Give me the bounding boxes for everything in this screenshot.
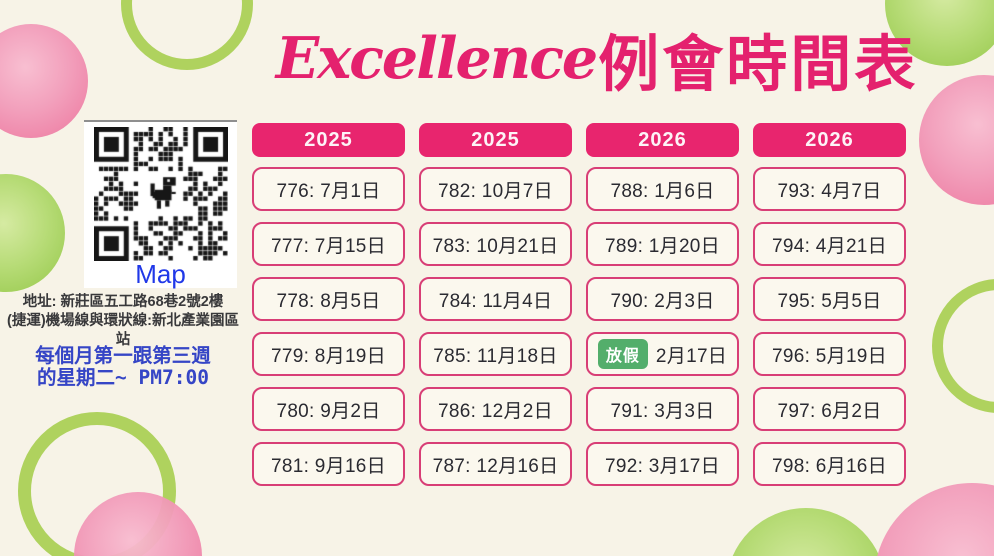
schedule-cell: 788: 1月6日	[586, 167, 739, 211]
note-line-2: 的星期二~ PM7:00	[37, 366, 209, 389]
schedule-cell: 795: 5月5日	[753, 277, 906, 321]
qr-code	[93, 127, 228, 261]
schedule-cell: 791: 3月3日	[586, 387, 739, 431]
watercolor-green-blob-left	[0, 174, 65, 292]
schedule-cell-holiday: 放假 2月17日	[586, 332, 739, 376]
holiday-badge: 放假	[597, 339, 648, 369]
schedule-cell: 790: 2月3日	[586, 277, 739, 321]
page-title: Excellence 例會時間表	[240, 8, 954, 108]
schedule-cell: 780: 9月2日	[252, 387, 405, 431]
schedule-grid: 2025 776: 7月1日 777: 7月15日 778: 8月5日 779:…	[252, 123, 906, 486]
address-block: 地址: 新莊區五工路68巷2號2樓 (捷運)機場線與環狀線:新北產業園區站	[0, 293, 246, 350]
holiday-date: 2月17日	[655, 345, 728, 367]
schedule-cell: 786: 12月2日	[419, 387, 572, 431]
year-header: 2026	[753, 123, 906, 157]
watercolor-green-blob-bottom	[726, 508, 886, 556]
address-line-2: (捷運)機場線與環狀線:新北產業園區站	[7, 313, 239, 348]
watercolor-pink-blob-bottom-left	[74, 492, 202, 556]
schedule-cell: 793: 4月7日	[753, 167, 906, 211]
watercolor-pink-blob-top-left	[0, 24, 88, 138]
meeting-time-note: 每個月第一跟第三週 的星期二~ PM7:00	[6, 345, 240, 389]
schedule-column-2: 2025 782: 10月7日 783: 10月21日 784: 11月4日 7…	[419, 123, 572, 486]
schedule-cell: 794: 4月21日	[753, 222, 906, 266]
schedule-cell: 798: 6月16日	[753, 442, 906, 486]
note-line-1: 每個月第一跟第三週	[35, 344, 211, 367]
schedule-column-3: 2026 788: 1月6日 789: 1月20日 790: 2月3日 放假 2…	[586, 123, 739, 486]
watercolor-green-ring-bottom-left	[18, 412, 176, 556]
schedule-cell: 797: 6月2日	[753, 387, 906, 431]
year-header: 2025	[419, 123, 572, 157]
schedule-cell: 776: 7月1日	[252, 167, 405, 211]
schedule-cell: 783: 10月21日	[419, 222, 572, 266]
schedule-cell: 784: 11月4日	[419, 277, 572, 321]
watercolor-green-ring-top	[121, 0, 253, 70]
qr-map-box: Map	[84, 120, 237, 288]
title-main-text: 例會時間表	[598, 29, 919, 98]
year-header: 2026	[586, 123, 739, 157]
watercolor-green-ring-right	[932, 279, 994, 413]
schedule-column-4: 2026 793: 4月7日 794: 4月21日 795: 5月5日 796:…	[753, 123, 906, 486]
schedule-cell: 777: 7月15日	[252, 222, 405, 266]
schedule-cell: 778: 8月5日	[252, 277, 405, 321]
schedule-cell: 796: 5月19日	[753, 332, 906, 376]
watercolor-pink-blob-bottom-right	[874, 483, 994, 556]
year-header: 2025	[252, 123, 405, 157]
schedule-cell: 785: 11月18日	[419, 332, 572, 376]
schedule-cell: 789: 1月20日	[586, 222, 739, 266]
schedule-cell: 779: 8月19日	[252, 332, 405, 376]
schedule-cell: 792: 3月17日	[586, 442, 739, 486]
schedule-column-1: 2025 776: 7月1日 777: 7月15日 778: 8月5日 779:…	[252, 123, 405, 486]
map-link[interactable]: Map	[135, 259, 186, 289]
schedule-cell: 781: 9月16日	[252, 442, 405, 486]
title-script-text: Excellence	[275, 24, 598, 92]
address-line-1: 地址: 新莊區五工路68巷2號2樓	[22, 294, 224, 310]
schedule-cell: 787: 12月16日	[419, 442, 572, 486]
schedule-cell: 782: 10月7日	[419, 167, 572, 211]
